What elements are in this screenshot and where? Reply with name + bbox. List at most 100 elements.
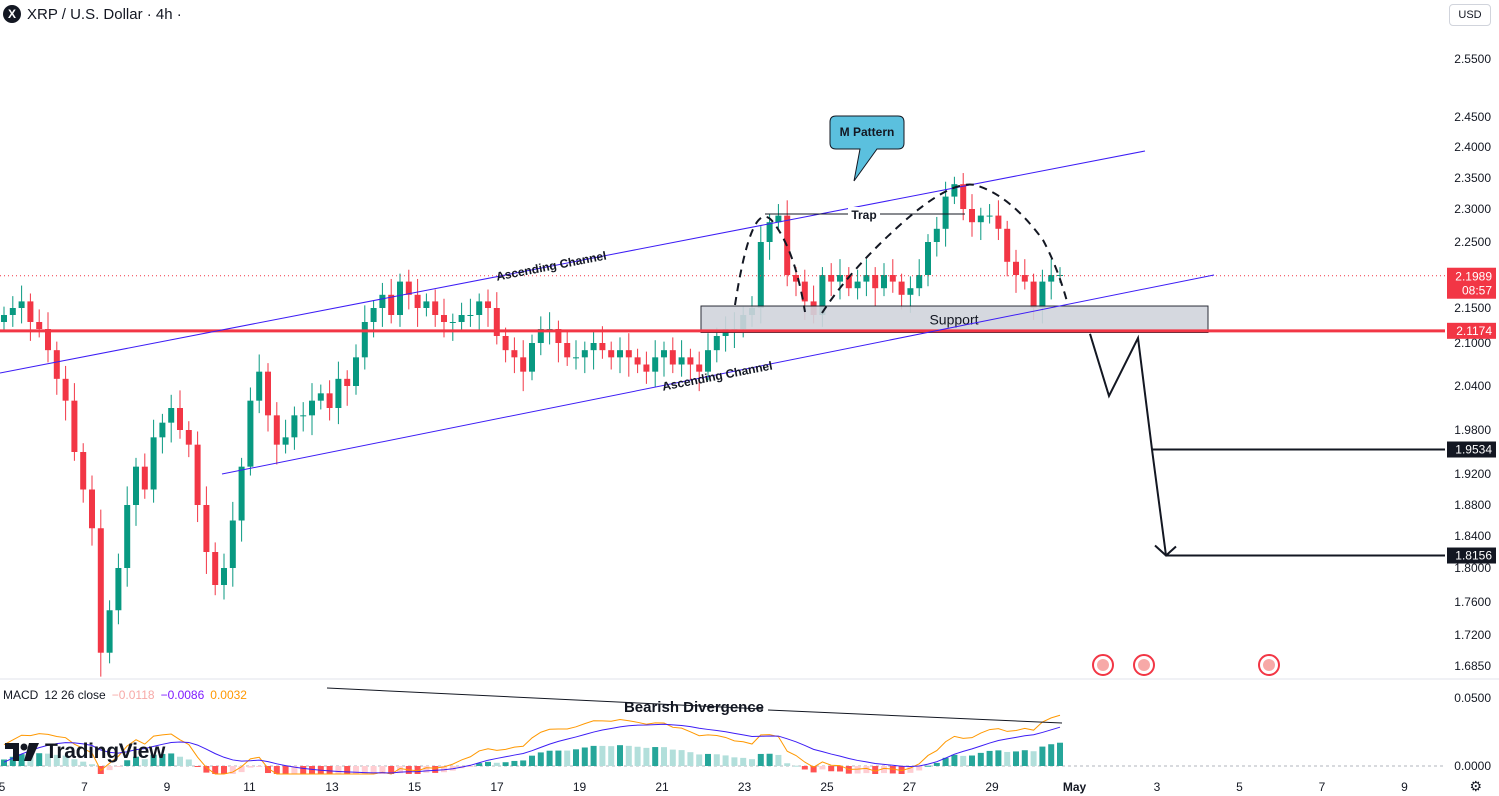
macd-histogram-bar [221,766,227,774]
macd-histogram-bar [643,747,650,766]
macd-histogram-bar [9,756,16,766]
symbol-title[interactable]: XRP / U.S. Dollar · 4h · [27,5,182,23]
candle-body [229,520,236,568]
macd-histogram-bar [124,760,131,766]
y-tick-label: 2.3500 [1454,171,1491,185]
candle-body [1013,261,1019,275]
candle-body [133,466,139,505]
macd-histogram-bar [713,754,720,766]
macd-histogram-bar [749,759,755,766]
macd-histogram-bar [590,745,597,766]
macd-histogram-bar [361,766,368,774]
candle-body [1030,281,1037,308]
divergence-line-1 [326,687,764,710]
macd-histogram-bar [960,755,967,766]
divergence-line-2 [767,709,1063,724]
target1-price-tag-bg [1447,441,1496,458]
candle-body [71,400,78,452]
macd-histogram-bar [889,766,896,774]
macd-histogram-bar [212,766,219,774]
y-tick-label: 1.8800 [1454,498,1491,512]
candle-body [661,350,667,358]
macd-histogram-bar [168,753,175,766]
candle-body [45,329,51,351]
candle-body [916,275,923,289]
macd-histogram-bar [1057,742,1063,766]
candle-body [757,242,764,308]
target2-price-tag-bg [1447,547,1496,564]
y-tick-label: 1.9200 [1454,467,1491,481]
x-tick-label: 21 [655,780,669,794]
y-tick-label: 1.8400 [1454,529,1491,543]
last-price-tag-bg [1447,267,1496,299]
macd-histogram-bar [423,766,430,773]
candle-body [590,343,597,351]
candle-body [423,301,430,308]
candle-body [713,336,720,351]
macd-histogram-bar [951,754,958,766]
candle-body [185,430,192,445]
candle-body [432,301,439,315]
candle-body [159,422,166,438]
macd-histogram-bar [282,766,289,774]
settings-gear-icon[interactable]: ⚙ [1469,778,1482,794]
y-tick-label: 2.1000 [1454,336,1491,350]
candle-body [141,466,148,490]
last-price-tag: 2.1989 [1455,270,1492,284]
target1-price-tag: 1.9534 [1455,443,1492,457]
y-tick-label: 1.9800 [1454,423,1491,437]
macd-histogram-bar [529,755,535,766]
candle-body [687,357,694,365]
macd-histogram-bar [555,750,562,766]
y-tick-label: 2.4000 [1454,140,1491,154]
candle-body [608,350,615,358]
candle-body [203,505,210,552]
candle-body [652,357,659,372]
x-tick-label: 27 [903,780,917,794]
macd-histogram-bar [634,746,641,766]
macd-histogram-bar [238,766,245,773]
macd-histogram-bar [969,755,975,766]
macd-histogram-bar [977,752,984,766]
candle-body [881,275,887,289]
y-tick-label: 1.8000 [1454,561,1491,575]
macd-histogram-bar [740,757,747,766]
candle-body [27,301,34,322]
macd-name[interactable]: MACD [3,688,39,702]
macd-histogram-bar [476,763,483,766]
macd-histogram-bar [687,752,694,766]
macd-histogram-bar [678,750,685,766]
y-tick-label: 1.6850 [1454,659,1491,673]
candle-body [942,196,949,229]
tradingview-logo[interactable]: TradingView [5,740,165,764]
channel-lower-line [221,274,1215,475]
macd-histogram-bar [265,766,271,774]
macd-histogram-bar [819,766,826,770]
candle-body [845,275,852,289]
macd-histogram-bar [106,766,113,771]
candle-body [819,275,826,315]
candle-body [344,378,351,386]
candle-body [1039,281,1046,308]
candle-body [300,415,307,417]
candle-body [537,329,544,343]
candle-body [977,215,984,223]
macd-histogram-bar [933,762,940,766]
macd-histogram-bar [309,766,315,774]
candle-body [221,568,227,585]
macd-histogram-bar [1030,751,1037,766]
candle-body [36,322,43,329]
countdown-tag: 08:57 [1462,284,1492,298]
m-pattern-label: M Pattern [840,125,895,139]
macd-histogram-bar [907,766,914,773]
x-tick-label: 5 [1236,780,1243,794]
candle-body [669,350,676,365]
candle-body [581,350,588,358]
macd-histogram-bar [370,766,377,774]
candle-body [97,528,104,653]
candle-body [678,357,685,365]
currency-selector[interactable]: USD [1449,4,1491,26]
tradingview-icon [5,743,39,761]
target2-price-tag: 1.8156 [1455,549,1492,563]
